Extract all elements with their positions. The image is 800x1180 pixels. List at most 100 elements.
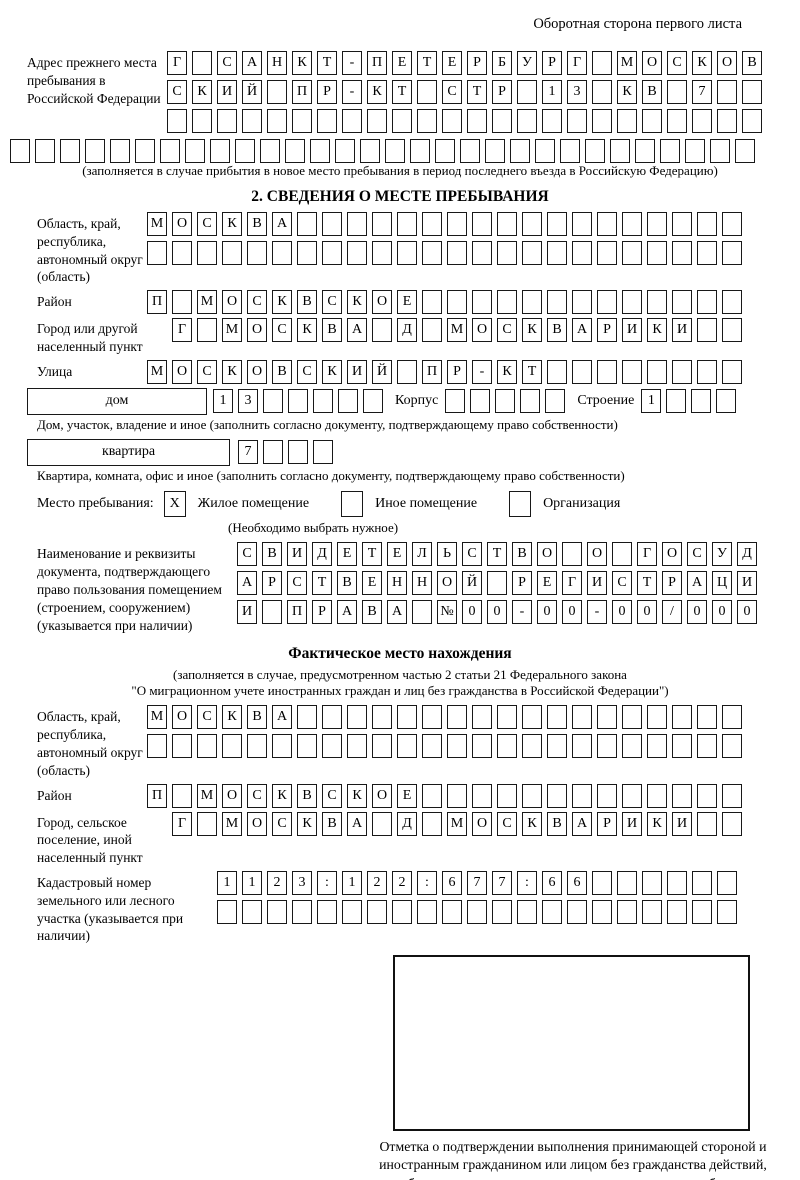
char-cell[interactable] — [742, 80, 762, 104]
char-cell[interactable] — [422, 211, 442, 236]
char-cell[interactable] — [572, 705, 592, 730]
char-cell[interactable]: 7 — [238, 440, 258, 465]
char-cell[interactable]: С — [462, 542, 482, 567]
char-cell[interactable] — [592, 80, 612, 104]
char-cell[interactable]: 0 — [737, 600, 757, 625]
char-cell[interactable] — [372, 318, 392, 343]
char-cell[interactable] — [242, 109, 262, 133]
char-cell[interactable] — [692, 109, 712, 133]
char-cell[interactable]: П — [287, 600, 307, 625]
char-cell[interactable]: Т — [392, 80, 412, 104]
char-cell[interactable] — [372, 811, 392, 836]
char-cell[interactable]: Н — [387, 571, 407, 596]
char-cell[interactable]: А — [387, 600, 407, 625]
char-cell[interactable]: Н — [412, 571, 432, 596]
char-cell[interactable]: В — [512, 542, 532, 567]
char-cell[interactable] — [522, 783, 542, 808]
char-cell[interactable] — [542, 899, 562, 924]
char-cell[interactable] — [497, 734, 517, 759]
char-cell[interactable] — [217, 899, 237, 924]
char-cell[interactable]: 1 — [342, 870, 362, 895]
char-cell[interactable] — [497, 705, 517, 730]
char-cell[interactable] — [612, 542, 632, 567]
char-cell[interactable] — [597, 783, 617, 808]
char-cell[interactable]: Е — [537, 571, 557, 596]
char-cell[interactable]: М — [197, 783, 217, 808]
char-cell[interactable] — [647, 290, 667, 315]
char-cell[interactable] — [547, 705, 567, 730]
char-cell[interactable] — [263, 389, 283, 414]
char-cell[interactable] — [522, 734, 542, 759]
char-cell[interactable] — [535, 139, 555, 163]
char-cell[interactable] — [647, 734, 667, 759]
char-cell[interactable] — [322, 211, 342, 236]
char-cell[interactable]: О — [587, 542, 607, 567]
char-cell[interactable]: Р — [512, 571, 532, 596]
char-cell[interactable] — [492, 109, 512, 133]
char-cell[interactable] — [472, 734, 492, 759]
char-cell[interactable] — [545, 389, 566, 414]
char-cell[interactable] — [610, 139, 630, 163]
char-cell[interactable]: Г — [567, 51, 587, 75]
char-cell[interactable]: 0 — [712, 600, 732, 625]
char-cell[interactable]: А — [272, 211, 292, 236]
char-cell[interactable] — [447, 705, 467, 730]
char-cell[interactable]: Г — [172, 318, 192, 343]
char-cell[interactable]: И — [287, 542, 307, 567]
char-cell[interactable] — [692, 870, 712, 895]
char-cell[interactable] — [422, 318, 442, 343]
char-cell[interactable]: С — [197, 211, 217, 236]
char-cell[interactable] — [322, 240, 342, 265]
char-cell[interactable]: 1 — [641, 389, 662, 414]
char-cell[interactable]: - — [342, 51, 362, 75]
char-cell[interactable] — [592, 899, 612, 924]
char-cell[interactable]: М — [147, 359, 167, 384]
char-cell[interactable] — [692, 899, 712, 924]
char-cell[interactable]: С — [442, 80, 462, 104]
char-cell[interactable] — [470, 389, 491, 414]
char-cell[interactable]: О — [247, 359, 267, 384]
char-cell[interactable]: Е — [392, 51, 412, 75]
char-cell[interactable]: Р — [467, 51, 487, 75]
char-cell[interactable]: О — [642, 51, 662, 75]
char-cell[interactable]: К — [522, 811, 542, 836]
char-cell[interactable] — [697, 211, 717, 236]
char-cell[interactable] — [667, 80, 687, 104]
char-cell[interactable] — [422, 811, 442, 836]
char-cell[interactable] — [285, 139, 305, 163]
char-cell[interactable] — [622, 240, 642, 265]
char-cell[interactable]: О — [222, 783, 242, 808]
char-cell[interactable] — [397, 240, 417, 265]
char-cell[interactable] — [560, 139, 580, 163]
char-cell[interactable] — [447, 734, 467, 759]
char-cell[interactable] — [417, 80, 437, 104]
char-cell[interactable] — [642, 109, 662, 133]
char-cell[interactable] — [297, 240, 317, 265]
char-cell[interactable] — [197, 318, 217, 343]
char-cell[interactable] — [410, 139, 430, 163]
char-cell[interactable] — [722, 783, 742, 808]
char-cell[interactable]: : — [317, 870, 337, 895]
char-cell[interactable] — [672, 240, 692, 265]
char-cell[interactable]: К — [192, 80, 212, 104]
char-cell[interactable]: / — [662, 600, 682, 625]
char-cell[interactable]: В — [247, 705, 267, 730]
char-cell[interactable]: 3 — [292, 870, 312, 895]
char-cell[interactable] — [197, 734, 217, 759]
char-cell[interactable]: П — [147, 783, 167, 808]
char-cell[interactable]: И — [237, 600, 257, 625]
char-cell[interactable]: 2 — [367, 870, 387, 895]
char-cell[interactable] — [288, 440, 308, 465]
char-cell[interactable] — [697, 783, 717, 808]
char-cell[interactable] — [342, 899, 362, 924]
char-cell[interactable] — [322, 705, 342, 730]
char-cell[interactable]: 2 — [267, 870, 287, 895]
char-cell[interactable] — [717, 109, 737, 133]
char-cell[interactable]: 0 — [537, 600, 557, 625]
document-row-3[interactable]: И П Р А В А № 0 0-0 0-0 0/0 0 0 — [237, 600, 757, 625]
char-cell[interactable]: 1 — [242, 870, 262, 895]
char-cell[interactable] — [317, 899, 337, 924]
